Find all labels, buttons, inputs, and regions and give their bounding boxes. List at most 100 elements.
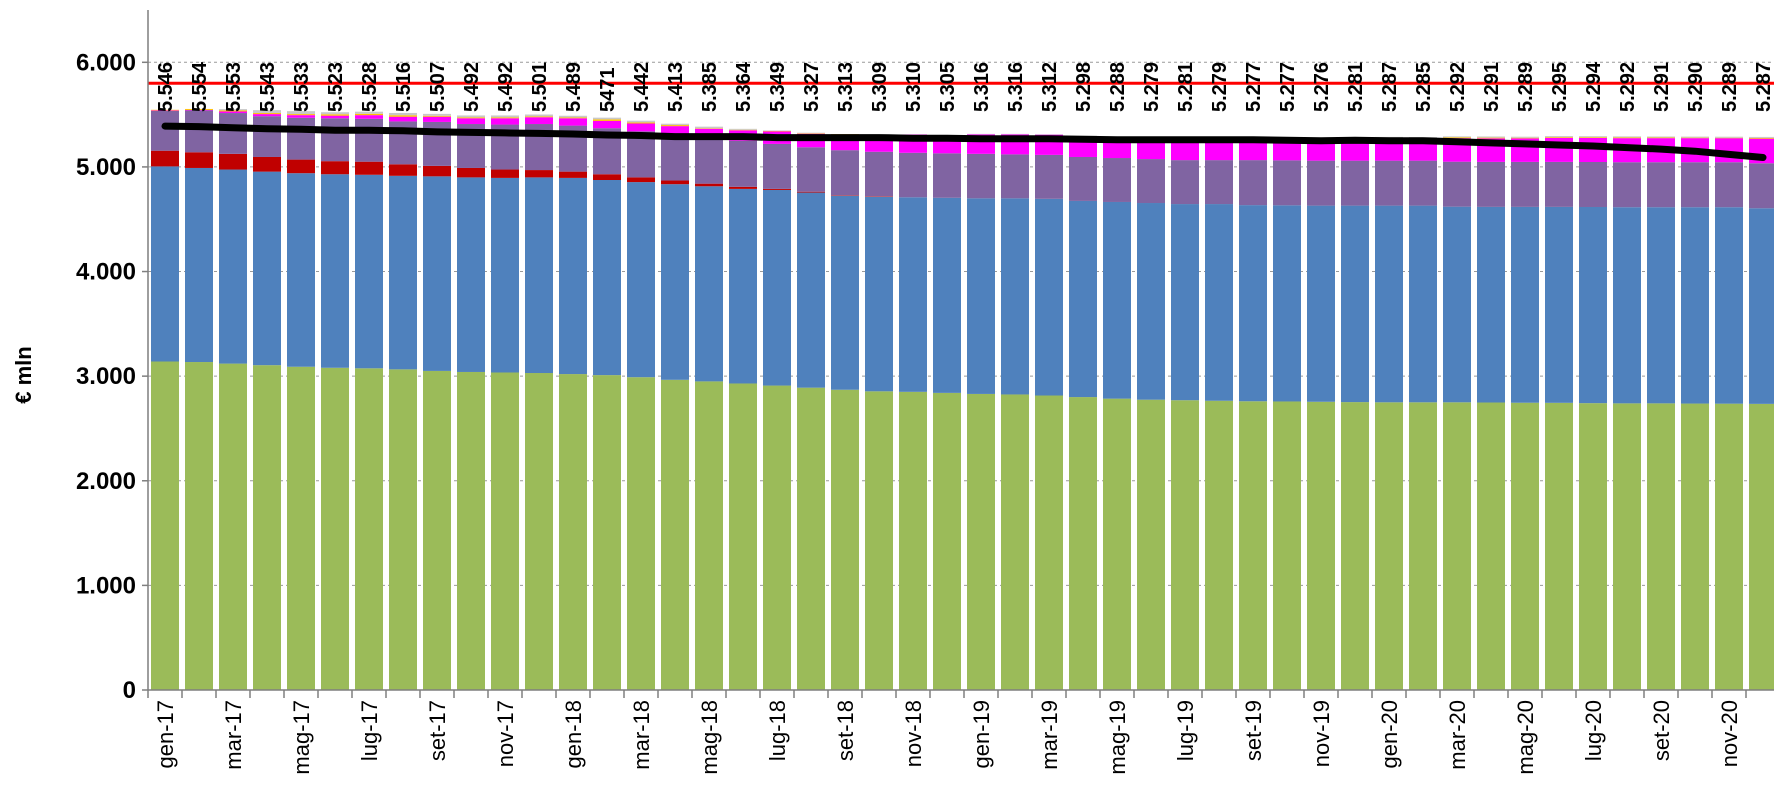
bar-segment bbox=[1069, 156, 1097, 201]
total-label: 5.292 bbox=[1447, 62, 1469, 112]
bar-segment bbox=[151, 110, 179, 151]
bar-segment bbox=[661, 126, 689, 135]
bar-segment bbox=[1341, 402, 1369, 690]
bar-segment bbox=[457, 177, 485, 372]
bar-segment bbox=[797, 132, 825, 134]
y-tick-label: 5.000 bbox=[76, 154, 136, 181]
bar-segment bbox=[355, 113, 383, 116]
bar-segment bbox=[1545, 137, 1573, 138]
total-label: 5.316 bbox=[971, 62, 993, 112]
total-label: 5.413 bbox=[665, 62, 687, 112]
bar-segment bbox=[321, 114, 349, 116]
bar-segment bbox=[559, 177, 587, 375]
y-tick-label: 3.000 bbox=[76, 363, 136, 390]
bar-segment bbox=[1749, 137, 1774, 139]
bar-segment bbox=[1239, 160, 1267, 206]
bar-segment bbox=[525, 116, 553, 118]
bar-segment bbox=[695, 137, 723, 184]
bar-segment bbox=[491, 115, 519, 118]
bar-segment bbox=[1375, 160, 1403, 206]
bar-segment bbox=[1545, 136, 1573, 138]
bar-segment bbox=[1647, 207, 1675, 404]
total-label: 5.313 bbox=[835, 62, 857, 112]
x-tick-label: mag-18 bbox=[697, 700, 722, 775]
bar-segment bbox=[1511, 161, 1539, 207]
total-label: 5.554 bbox=[189, 61, 211, 112]
x-tick-label: gen-17 bbox=[153, 700, 178, 769]
total-label: 5.543 bbox=[257, 62, 279, 112]
bar-segment bbox=[1205, 204, 1233, 401]
bar-segment bbox=[1001, 154, 1029, 199]
total-label: 5.305 bbox=[937, 62, 959, 112]
total-label: 5.276 bbox=[1311, 62, 1333, 112]
bar-segment bbox=[253, 171, 281, 366]
bar-segment bbox=[1749, 208, 1774, 404]
bar-segment bbox=[423, 165, 451, 177]
total-label: 5.533 bbox=[291, 62, 313, 112]
bar-segment bbox=[559, 115, 587, 118]
y-axis-title-text: € mln bbox=[11, 346, 36, 404]
bar-segment bbox=[729, 129, 757, 131]
bar-segment bbox=[797, 133, 825, 134]
bar-segment bbox=[1035, 154, 1063, 199]
bar-segment bbox=[1307, 160, 1335, 206]
bar-segment bbox=[695, 128, 723, 129]
bar-segment bbox=[1375, 205, 1403, 403]
bar-segment bbox=[695, 183, 723, 187]
x-tick-label: gen-18 bbox=[561, 700, 586, 769]
bar-segment bbox=[1341, 160, 1369, 206]
total-label: 5.277 bbox=[1277, 62, 1299, 112]
bar-segment bbox=[1273, 138, 1301, 161]
bar-segment bbox=[729, 188, 757, 384]
bar-segment bbox=[797, 147, 825, 192]
y-tick-label: 0 bbox=[123, 677, 136, 704]
bar-segment bbox=[1613, 162, 1641, 208]
bar-segment bbox=[287, 159, 315, 174]
bar-segment bbox=[1443, 206, 1471, 403]
bar-segment bbox=[627, 177, 655, 183]
x-tick-label: nov-18 bbox=[901, 700, 926, 767]
bar-segment bbox=[1579, 137, 1607, 138]
bar-segment bbox=[559, 171, 587, 178]
total-label: 5.553 bbox=[223, 62, 245, 112]
bar-segment bbox=[865, 196, 893, 392]
x-tick-label: nov-17 bbox=[493, 700, 518, 767]
y-tick-label: 1.000 bbox=[76, 572, 136, 599]
bar-segment bbox=[865, 151, 893, 197]
x-tick-label: mag-20 bbox=[1513, 700, 1538, 775]
total-label: 5.546 bbox=[155, 62, 177, 112]
bar-segment bbox=[355, 174, 383, 369]
bar-segment bbox=[729, 383, 757, 690]
bar-segment bbox=[729, 140, 757, 187]
bar-segment bbox=[1069, 200, 1097, 398]
total-labels: 5.546 5.554 5.553 5.543 5.533 5.523 5.528 5.516… bbox=[155, 61, 1774, 112]
bar-segment bbox=[1307, 205, 1335, 402]
bar-segment bbox=[661, 134, 689, 181]
bar-segment bbox=[219, 111, 247, 114]
bar-segment bbox=[355, 118, 383, 162]
bar-segment bbox=[321, 174, 349, 368]
trend-line bbox=[161, 122, 1767, 161]
bar-segment bbox=[831, 195, 859, 196]
bar-segment bbox=[151, 110, 179, 111]
bar-segment bbox=[1681, 136, 1709, 138]
bar-segment bbox=[151, 361, 179, 690]
total-label: 5.287 bbox=[1379, 62, 1401, 112]
bar-segment bbox=[967, 133, 995, 135]
bar-segment bbox=[1749, 163, 1774, 209]
bar-segment bbox=[1171, 400, 1199, 690]
bar-segment bbox=[1205, 160, 1233, 205]
bar-segment bbox=[321, 161, 349, 175]
total-label: 5.294 bbox=[1583, 61, 1605, 112]
bar-segment bbox=[525, 114, 553, 117]
x-tick-label: mar-19 bbox=[1037, 700, 1062, 770]
bar-segment bbox=[253, 116, 281, 157]
bar-segment bbox=[797, 192, 825, 388]
trend-line-path bbox=[161, 122, 1767, 161]
bar-segment bbox=[287, 115, 315, 118]
bar-segment bbox=[1647, 162, 1675, 208]
bar-segment bbox=[1239, 401, 1267, 690]
bar-segment bbox=[185, 152, 213, 168]
total-label: 5.316 bbox=[1005, 62, 1027, 112]
